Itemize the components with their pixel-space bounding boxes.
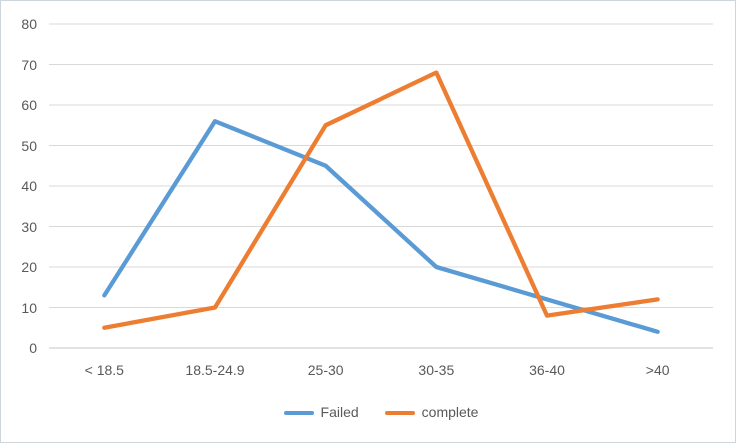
series-line-complete xyxy=(102,70,660,330)
legend-label-failed: Failed xyxy=(320,404,359,420)
legend-line-swatch-failed xyxy=(283,410,314,415)
legend: Failed complete xyxy=(49,404,713,421)
legend-label-complete: complete xyxy=(421,404,479,420)
legend-item-failed: Failed xyxy=(283,404,359,421)
legend-item-complete: complete xyxy=(384,404,479,421)
legend-line-swatch-complete xyxy=(384,410,415,415)
series-line-failed xyxy=(102,119,660,334)
